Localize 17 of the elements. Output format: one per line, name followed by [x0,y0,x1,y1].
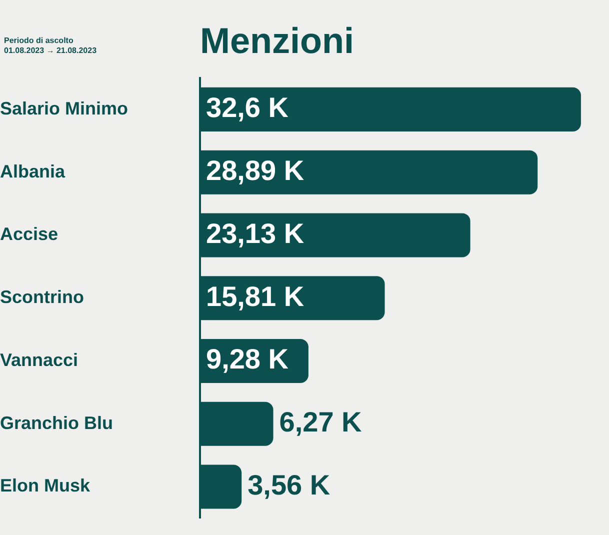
y-tick-label: Granchio Blu [0,412,114,433]
data-label: 3,56 K [248,469,330,500]
text: 01.08.2023 → 21.08.2023 [4,46,97,56]
data-label: 32,6 K [206,92,288,124]
y-tick-label: Elon Musk [0,476,91,496]
y-tick-label: Accise [0,224,58,244]
text: Periodo di ascolto [4,36,74,46]
data-label: 28,89 K [206,155,304,186]
data-label: 9,28 K [206,344,288,375]
data-label: 15,81 K [206,280,304,312]
y-tick-label: Salario Minimo [0,98,128,118]
data-label: 23,13 K [206,218,304,249]
y-tick-label: Vannacci [0,350,78,370]
chart-title: Menzioni [200,20,354,62]
data-label: 6,27 K [279,406,362,438]
y-tick-label: Albania [0,161,66,182]
y-tick-label: Scontrino [0,287,84,308]
